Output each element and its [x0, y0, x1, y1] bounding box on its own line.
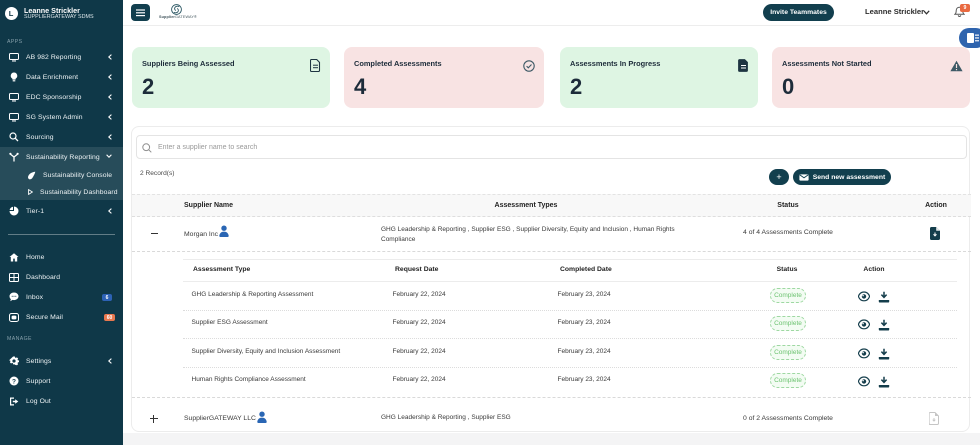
svg-text:?: ? — [12, 378, 16, 385]
